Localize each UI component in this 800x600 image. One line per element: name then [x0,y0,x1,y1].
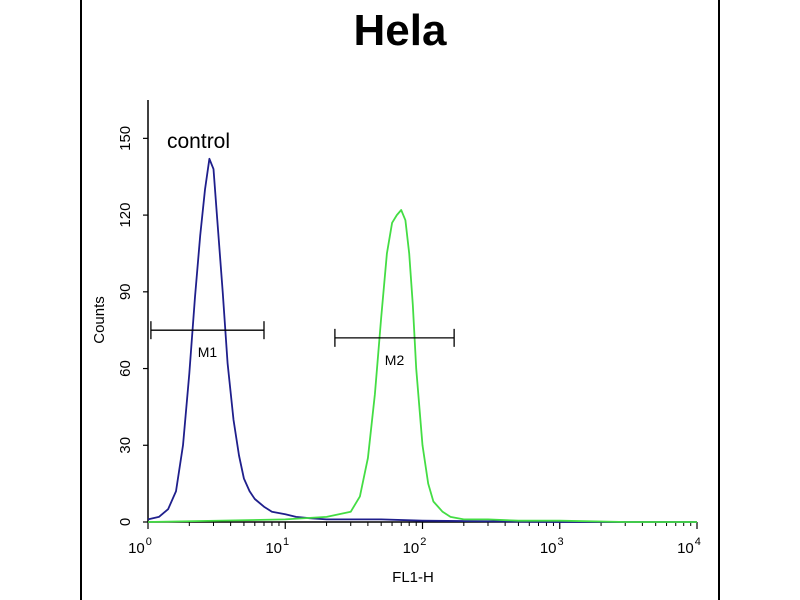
series-line-1 [147,209,697,523]
series-line-0 [147,157,697,523]
y-tick-label-2: 60 [117,360,134,377]
chart-title: Hela [353,6,447,55]
y-tick-label-1: 30 [117,437,134,454]
axes [147,100,697,523]
x-axis-label: FL1-H [392,569,434,586]
y-axis-label: Counts [91,296,108,344]
gate-label-1: M2 [385,352,405,368]
gate-label-0: M1 [198,344,218,360]
series-group [147,157,697,523]
y-tick-label-3: 90 [117,283,134,300]
x-tick-label-2: 102 [403,536,427,557]
x-tick-label-0: 100 [128,536,152,557]
figure-frame [80,0,720,600]
y-tick-label-0: 0 [117,518,134,526]
y-tick-label-5: 150 [117,126,134,151]
gates-group: M1 M2 [150,321,455,368]
x-tick-label-4: 104 [677,536,701,557]
x-tick-label-1: 101 [265,536,289,557]
y-tick-label-4: 120 [117,203,134,228]
x-tick-label-3: 103 [540,536,564,557]
annotation-control: control [167,130,230,153]
